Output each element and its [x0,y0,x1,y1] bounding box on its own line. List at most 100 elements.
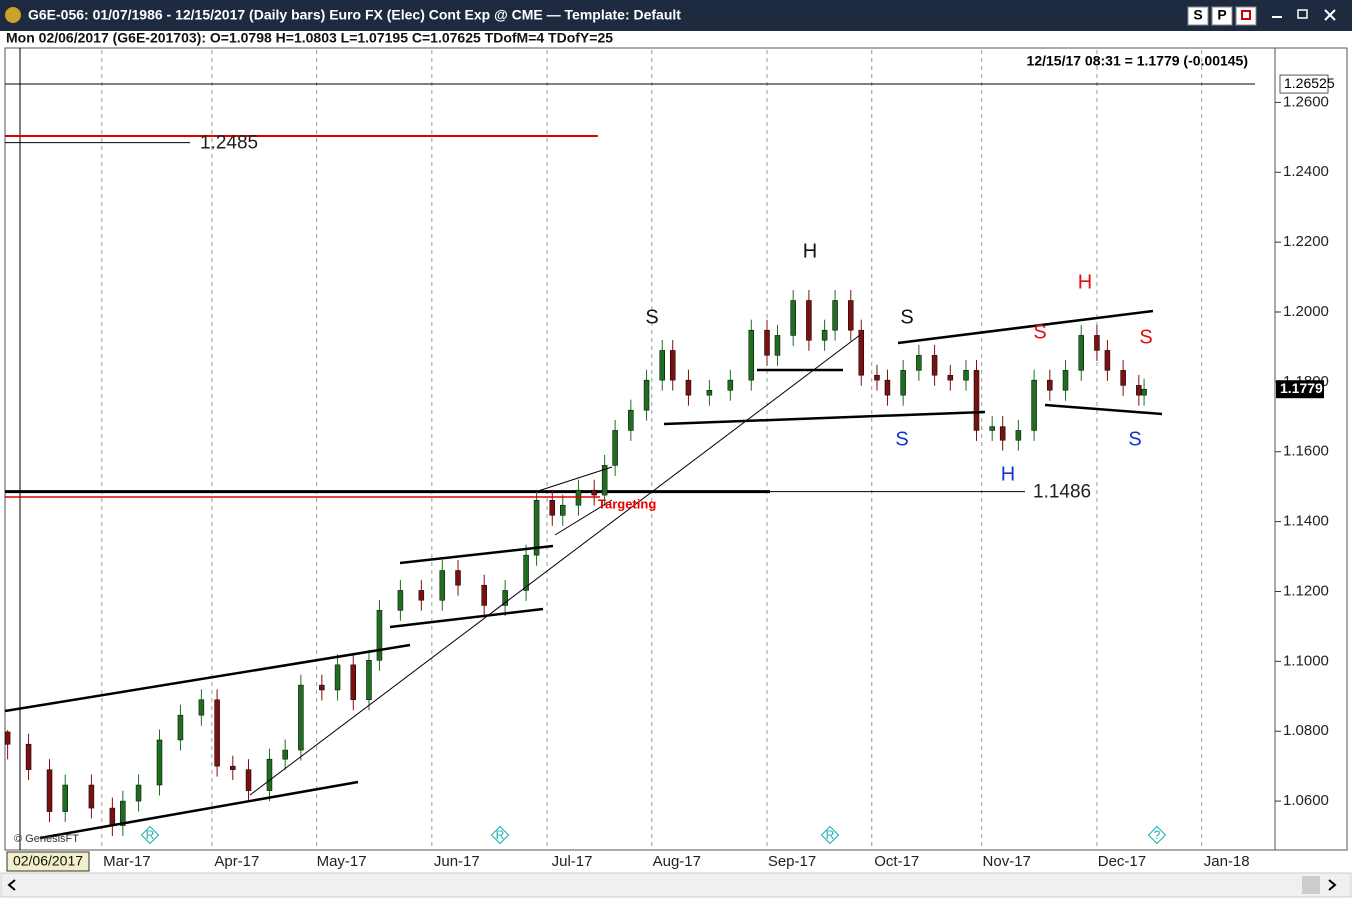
button-s-label[interactable]: S [1193,7,1202,23]
candle-body [659,350,666,381]
candle-body [376,610,383,661]
y-tick-label: 1.1200 [1283,582,1329,599]
button-p-label[interactable]: P [1217,7,1226,23]
y-tick-label: 1.2400 [1283,163,1329,180]
candle-body [774,335,781,356]
candle-body [591,489,597,496]
copyright: © GenesisFT [14,833,79,845]
flag-bottom [389,607,544,629]
close-button[interactable] [1324,9,1336,21]
candle-body [334,664,341,691]
scroll-thumb[interactable] [1302,876,1320,894]
candle-body [748,329,755,381]
candle-body [727,379,734,391]
marker-diamond [140,825,160,845]
marker-label: ? [1154,828,1161,842]
candle-body [1047,379,1053,391]
candle-body [455,570,461,586]
candle-body [298,684,304,751]
y-tick-label: 1.2000 [1283,303,1329,320]
candle-body [1094,335,1100,351]
x-tick-label: Jan-18 [1204,853,1250,870]
candle-body [245,769,252,791]
candle-body [1031,379,1037,431]
candle-body [1141,388,1147,396]
candle-body [397,590,404,611]
candle-body [25,743,32,770]
candle-body [989,426,995,431]
trend-lines [4,309,1163,840]
x-tick-label: Jul-17 [552,853,593,870]
inverse-neck [1044,403,1163,416]
candle-body [832,300,838,331]
marker-label: R [496,828,505,842]
button-link[interactable] [1235,6,1257,26]
top-level-label: 1.26525 [1284,75,1335,91]
x-tick-label: May-17 [317,853,367,870]
candle-body [931,355,938,376]
candle-body [230,765,236,770]
link-icon [1241,10,1251,20]
marker-diamond [1147,825,1167,845]
y-tick-label: 1.1400 [1283,513,1329,530]
candle-body [963,370,969,381]
candle-body [643,379,650,411]
pattern-label: H [803,240,817,262]
x-tick-label: Apr-17 [214,853,259,870]
pattern-label: S [1139,326,1152,348]
start-date-box [6,851,90,872]
plot-frame [4,47,1348,851]
candle-body [790,300,796,336]
marker-diamond [820,825,840,845]
candle-body [198,699,205,716]
candle-body [669,350,676,381]
pattern-label: H [1001,463,1015,485]
restore-button[interactable] [1297,9,1308,19]
candle-body [601,465,608,496]
y-tick-label: 1.1000 [1283,652,1329,669]
app-icon [5,7,21,23]
level-label: 1.2485 [200,133,258,154]
x-tick-label: Sep-17 [768,853,816,870]
y-tick-label: 1.0600 [1283,792,1329,809]
channel-bottom [39,780,359,840]
candle-body [120,800,126,826]
marker-diamond [490,825,510,845]
candle-body [481,584,487,606]
candle-body [947,374,954,381]
button-p[interactable] [1211,6,1233,26]
candle-body [46,769,53,812]
last-price-label: 1.1779 [1280,380,1323,396]
candle-body [214,699,220,767]
pattern-label: S [895,428,908,450]
pattern-label: S [1033,321,1046,343]
candle-body [999,426,1006,441]
thin-lines [249,334,861,796]
candle-body [439,570,446,601]
scrollbar[interactable] [0,872,1352,898]
channel-top [4,643,411,713]
scroll-right[interactable] [1328,879,1337,891]
candle-body [916,355,922,371]
candle-body [685,379,692,396]
support-line [249,334,861,796]
candle-body [88,784,95,809]
scroll-left[interactable] [7,879,16,891]
candle-body [848,300,854,331]
pattern-labels: S H S S H S H S S [645,240,1152,485]
top-level-box [1279,74,1329,94]
candle-body [135,784,142,802]
neckline [663,410,986,426]
candle-body [350,664,357,701]
candle-body [1104,350,1111,371]
candle-body [1136,385,1142,396]
candle-body [874,374,880,381]
candle-body [900,370,906,396]
candle-body [973,370,980,431]
candle-body [266,758,273,791]
candle-body [177,714,184,741]
candle-body [858,329,865,376]
x-tick-label: Jun-17 [434,853,480,870]
button-s[interactable] [1187,6,1209,26]
